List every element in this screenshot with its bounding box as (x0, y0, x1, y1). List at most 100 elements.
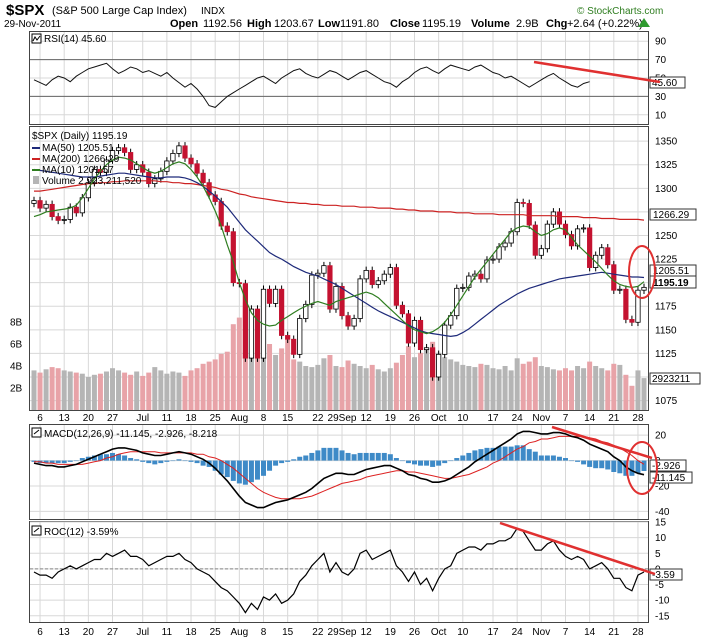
macd-histogram-bar (315, 450, 321, 461)
volume-tick-0: 8B (10, 318, 23, 329)
candle-body (436, 353, 442, 378)
rsi-panel (29, 31, 649, 125)
candle-body (478, 273, 484, 280)
volume-bar (581, 368, 587, 410)
volume-bar (466, 366, 472, 410)
x-tick-roc-3: 27 (107, 627, 119, 638)
volume-bar (569, 370, 575, 410)
volume-bar (411, 357, 417, 410)
volume-bar (635, 370, 641, 410)
macd-histogram-bar (357, 452, 363, 461)
legend-ma10: MA(10) 1201.57 (42, 165, 114, 176)
candle-body (248, 308, 255, 359)
candle-body (194, 163, 200, 174)
volume-label: Volume (471, 18, 510, 30)
volume-bar (321, 358, 327, 410)
volume-bar (532, 357, 538, 410)
volume-bar (496, 369, 502, 410)
price-y-tick-8: 1150 (655, 325, 677, 336)
volume-bar (363, 368, 369, 410)
macd-histogram-bar (424, 460, 430, 466)
volume-bar (85, 377, 91, 410)
ma200-value-tag: 1266.29 (653, 210, 690, 221)
candle-body (448, 315, 454, 326)
macd-histogram-bar (261, 460, 267, 476)
volume-bar (327, 355, 333, 410)
macd-circle-annotation (626, 441, 658, 495)
candle-body (635, 289, 641, 323)
change-label: Chg (546, 18, 567, 30)
x-tick-roc-10: 15 (282, 627, 294, 638)
volume-bar (285, 339, 291, 410)
x-tick-roc-16: Oct (431, 627, 447, 638)
volume-bar (315, 364, 321, 410)
x-tick-roc-4: Jul (136, 627, 149, 638)
macd-y-tick-3: -40 (655, 507, 670, 518)
close-value: 1195.19 (422, 18, 461, 30)
candle-body (43, 203, 49, 209)
x-tick-price-13: 12 (361, 413, 373, 424)
x-tick-roc-23: 21 (608, 627, 620, 638)
x-tick-price-19: 24 (512, 413, 524, 424)
volume-bar (526, 361, 532, 410)
annotations (499, 60, 661, 576)
volume-bar (442, 357, 448, 410)
macd-histogram-bar (224, 460, 230, 478)
macd-histogram-bar (393, 458, 399, 461)
volume-bar (550, 369, 556, 410)
x-tick-price-8: Aug (230, 413, 248, 424)
x-tick-roc-14: 19 (385, 627, 397, 638)
volume-bar (405, 346, 411, 410)
volume-bar (556, 370, 562, 410)
legend-ma200: MA(200) 1266.29 (42, 154, 120, 165)
x-tick-price-9: 8 (261, 413, 267, 424)
x-tick-price-3: 27 (107, 413, 119, 424)
volume-bar (194, 368, 200, 410)
candle-body (297, 318, 303, 355)
rsi-layer (33, 62, 590, 108)
x-tick-roc-19: 24 (512, 627, 524, 638)
candle-body (279, 288, 285, 336)
macd-value-tag: -11.145 (652, 473, 686, 484)
macd-histogram-bar (31, 460, 37, 462)
value-tags: 45.60 1266.29 1205.51 1195.19 2923211 -2… (649, 76, 701, 581)
up-arrow-icon (638, 18, 650, 27)
candle-body (351, 318, 357, 327)
macd-histogram-bar (611, 460, 617, 472)
volume-bar (182, 375, 188, 410)
roc-layer (30, 527, 648, 614)
candle-body (460, 286, 466, 289)
x-tick-price-14: 19 (385, 413, 397, 424)
macd-histogram-bar (472, 450, 478, 461)
candle-body (345, 315, 351, 327)
symbol-label: $SPX (6, 2, 44, 19)
candle-body (490, 258, 496, 261)
low-value: 1191.80 (340, 18, 379, 30)
candle-body (581, 227, 587, 230)
macd-histogram-bar (116, 454, 122, 461)
x-tick-price-18: 17 (487, 413, 499, 424)
x-tick-roc-11: 22 (312, 627, 324, 638)
axis-ticks: 6 6 13 13 20 20 27 27 Jul Jul 11 11 18 18 25 25 Aug Aug 8 8… (10, 37, 678, 638)
volume-bar (134, 371, 140, 410)
volume-bar (593, 366, 599, 410)
x-tick-price-20: Nov (532, 413, 550, 424)
candle-body (67, 206, 73, 220)
candle-body (103, 159, 110, 173)
volume-bar (369, 364, 375, 410)
volume-bar (128, 374, 134, 410)
macd-histogram-bar (170, 460, 176, 462)
macd-histogram-bar (212, 460, 218, 471)
volume-bar (623, 374, 629, 410)
price-y-tick-2: 1300 (655, 184, 678, 195)
x-tick-roc-6: 18 (185, 627, 197, 638)
macd-histogram-bar (550, 455, 556, 461)
candle-body (61, 219, 67, 221)
volume-bar (212, 359, 218, 410)
macd-histogram-bar (544, 455, 550, 461)
macd-y-tick-0: 20 (655, 431, 667, 442)
legend-volume: Volume 2,923,211,520 (42, 176, 142, 187)
exchange-label: INDX (201, 6, 225, 17)
macd-histogram-bar (73, 460, 79, 462)
legend-ma50: MA(50) 1205.51 (42, 143, 114, 154)
